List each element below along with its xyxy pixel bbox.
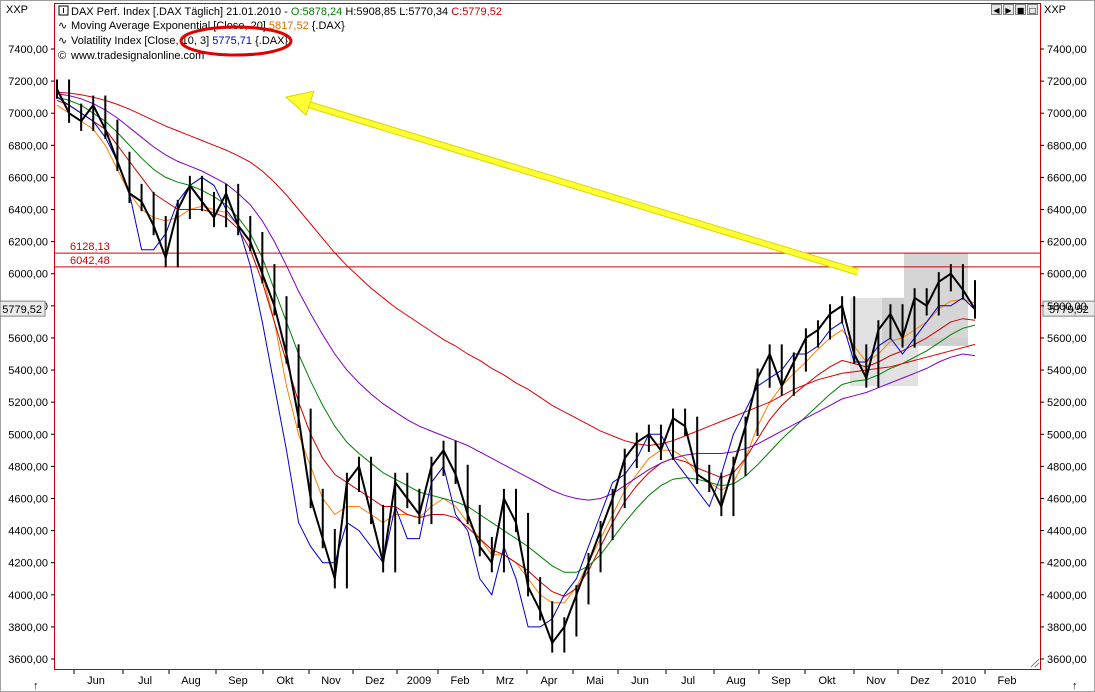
ema-line-icon: ∿ (58, 20, 67, 32)
x-tick-label: Dez (910, 675, 930, 687)
x-tick-label: Nov (321, 675, 341, 687)
maximize-icon[interactable]: □ (1027, 4, 1038, 15)
annotation-arrow-head (284, 90, 315, 117)
right-scale-label: XXP (1044, 4, 1067, 16)
x-tick-label: Sep (228, 675, 248, 687)
y-tick-label-right: 7400,00 (1047, 44, 1087, 56)
y-tick-label-left: 5200,00 (8, 397, 48, 409)
chart-header: DAX Perf. Index [.DAX Täglich] 21.01.201… (58, 5, 502, 62)
horizontal-level-label: 6128,13 (70, 241, 110, 253)
highlight-ellipse (179, 25, 293, 57)
header-title-line: DAX Perf. Index [.DAX Täglich] 21.01.201… (71, 6, 502, 18)
minimize-icon[interactable]: ■ (1015, 4, 1026, 15)
y-tick-label-right: 4200,00 (1047, 558, 1087, 570)
annotation-arrow-shaft (303, 100, 859, 275)
series-line-ema-3 (56, 96, 976, 573)
shaded-zone (904, 252, 968, 338)
y-tick-label-left: 4200,00 (8, 558, 48, 570)
y-tick-label-left: 5600,00 (8, 333, 48, 345)
x-tick-label: Apr (540, 675, 557, 687)
x-tick-label: Jun (631, 675, 649, 687)
y-tick-label-right: 6800,00 (1047, 140, 1087, 152)
y-axis-right: 7400,00 7200,00 7000,00 6800,00 6600,00 6400,… (1040, 44, 1087, 666)
y-tick-label-left: 6400,00 (8, 205, 48, 217)
series-line-ema-5 (56, 91, 976, 447)
y-tick-label-left: 7000,00 (8, 108, 48, 120)
y-tick-label-right: 4400,00 (1047, 526, 1087, 538)
x-tick-label: Jul (681, 675, 695, 687)
x-tick-label: Sep (771, 675, 791, 687)
y-tick-label-left: 4400,00 (8, 526, 48, 538)
x-tick-label: Mrz (496, 675, 514, 687)
x-tick-label: Jul (138, 675, 152, 687)
x-tick-label: Okt (276, 675, 293, 687)
y-tick-label-left: 3600,00 (8, 654, 48, 666)
x-tick-label: Jun (87, 675, 105, 687)
scroll-right-icon[interactable]: ▶ (1003, 4, 1014, 15)
copyright-icon: © (58, 50, 66, 62)
legend-vi: Volatility Index [Close, 10, 3] 5775,71 … (71, 35, 288, 47)
last-price-label-right: 5779,52 (1049, 304, 1089, 316)
x-tick-label: Feb (451, 675, 470, 687)
last-price-box-left (0, 300, 46, 317)
y-tick-label-right: 5600,00 (1047, 333, 1087, 345)
y-tick-label-right: 6200,00 (1047, 237, 1087, 249)
y-tick-label-right: 5200,00 (1047, 397, 1087, 409)
y-tick-label-left: 4600,00 (8, 493, 48, 505)
horizontal-level-label: 6042,48 (70, 255, 110, 267)
series-line-ema-4 (56, 93, 976, 501)
y-tick-label-left: 7200,00 (8, 76, 48, 88)
y-tick-label-left: 6200,00 (8, 237, 48, 249)
x-tick-label: 2009 (407, 675, 431, 687)
y-axis-left: 7400,00 7200,00 7000,00 6800,00 6600,00 6400,… (0, 44, 1095, 666)
series-line-volatility-index (56, 96, 976, 628)
y-tick-label-right: 3600,00 (1047, 654, 1087, 666)
x-tick-label: Nov (866, 675, 886, 687)
left-scroll-icon[interactable]: ↑ (33, 680, 39, 692)
y-tick-label-right: 5800,00 (1047, 301, 1087, 313)
x-axis: Jun Jul Aug Sep Okt Nov Dez 2009 Feb Mrz Apr Mai Jun… (73, 670, 1017, 687)
scroll-left-icon[interactable]: ◀ (991, 4, 1002, 15)
y-tick-label-right: 7200,00 (1047, 76, 1087, 88)
y-tick-label-right: 6000,00 (1047, 269, 1087, 281)
y-tick-label-right: 6600,00 (1047, 172, 1087, 184)
y-tick-label-left: 6600,00 (8, 172, 48, 184)
y-tick-label-right: 4000,00 (1047, 590, 1087, 602)
last-price-label-left: 5779,52 (2, 304, 42, 316)
x-tick-label: Mai (586, 675, 604, 687)
horizontal-levels: 6128,13 6042,48 (55, 241, 1040, 268)
resize-grip-icon[interactable] (1030, 658, 1040, 668)
website-text: www.tradesignalonline.com (70, 50, 204, 62)
annotation-group (284, 90, 860, 276)
y-tick-label-left: 6800,00 (8, 140, 48, 152)
y-tick-label-left: 4000,00 (8, 590, 48, 602)
y-tick-label-left: 7400,00 (8, 44, 48, 56)
y-tick-label-right: 4600,00 (1047, 493, 1087, 505)
x-tick-label: Okt (818, 675, 835, 687)
last-price-box-right (1042, 300, 1095, 317)
vi-line-icon: ∿ (58, 35, 67, 47)
y-tick-label-right: 7000,00 (1047, 108, 1087, 120)
y-tick-label-right: 3800,00 (1047, 622, 1087, 634)
left-scale-label: XXP (6, 4, 29, 16)
x-tick-label: 2010 (952, 675, 976, 687)
x-tick-label: Feb (998, 675, 1017, 687)
x-tick-label: Aug (726, 675, 746, 687)
x-tick-label: Dez (365, 675, 385, 687)
y-tick-label-right: 5000,00 (1047, 429, 1087, 441)
y-tick-label-left: 5000,00 (8, 429, 48, 441)
x-tick-label: Aug (181, 675, 201, 687)
series-group (56, 79, 976, 653)
y-tick-label-right: 4800,00 (1047, 461, 1087, 473)
right-scroll-icon[interactable]: ↑ (1072, 680, 1078, 692)
y-tick-label-left: 6000,00 (8, 269, 48, 281)
y-tick-label-right: 6400,00 (1047, 205, 1087, 217)
y-tick-label-left: 4800,00 (8, 461, 48, 473)
y-tick-label-left: 3800,00 (8, 622, 48, 634)
y-tick-label-right: 5400,00 (1047, 365, 1087, 377)
y-tick-label-left: 5400,00 (8, 365, 48, 377)
